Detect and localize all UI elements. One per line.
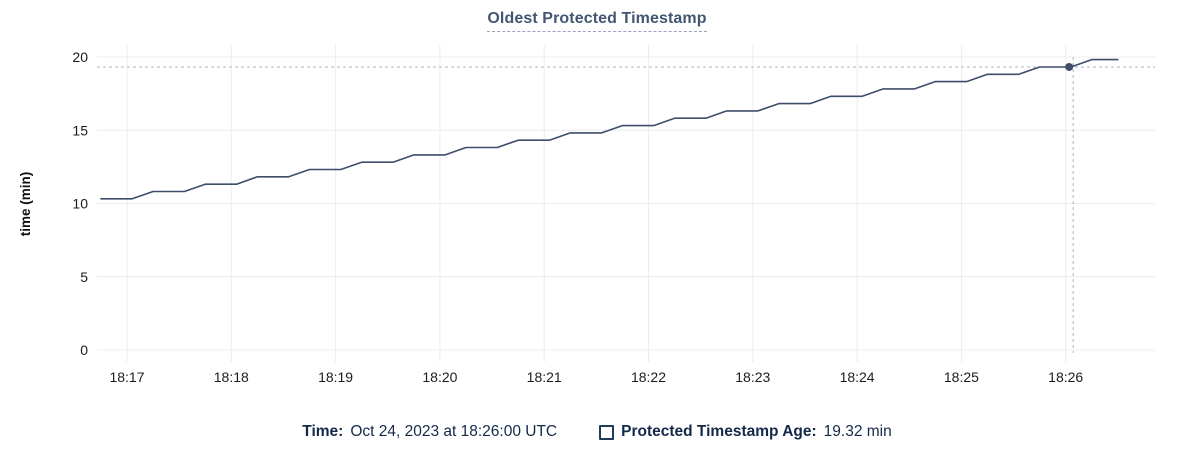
time-value: Oct 24, 2023 at 18:26:00 UTC <box>350 423 558 440</box>
y-tick-label: 0 <box>80 342 88 358</box>
age-series-line <box>100 58 1119 200</box>
chart-tooltip-footer: Time: Oct 24, 2023 at 18:26:00 UTC Protec… <box>0 420 1194 444</box>
chart-canvas[interactable]: 18:17 18:18 18:19 18:20 18:21 18:22 18:23 18:24… <box>0 0 1194 410</box>
series-value: 19.32 min <box>823 423 892 440</box>
x-tick-label: 18:22 <box>631 369 666 385</box>
chart-title-row: Oldest Protected Timestamp <box>0 10 1194 32</box>
y-tick-label: 10 <box>72 196 88 212</box>
x-tick-label: 18:21 <box>527 369 562 385</box>
x-tick-label: 18:20 <box>422 369 457 385</box>
x-tick-label: 18:26 <box>1048 369 1083 385</box>
chart-title[interactable]: Oldest Protected Timestamp <box>487 10 707 32</box>
legend-item[interactable]: Protected Timestamp Age: 19.32 min <box>599 420 892 444</box>
time-label: Time: <box>302 423 344 440</box>
x-tick-label: 18:25 <box>944 369 979 385</box>
x-tick-label: 18:17 <box>109 369 144 385</box>
series-label: Protected Timestamp Age: <box>621 423 817 440</box>
x-tick-label: 18:19 <box>318 369 353 385</box>
crosshair-dot <box>1065 62 1074 71</box>
y-tick-label: 15 <box>72 122 88 138</box>
y-tick-label: 5 <box>80 269 88 285</box>
y-axis-title: time (min) <box>18 172 33 237</box>
x-tick-label: 18:24 <box>840 369 875 385</box>
y-tick-label: 20 <box>72 49 88 65</box>
x-tick-label: 18:23 <box>735 369 770 385</box>
legend-checkbox[interactable] <box>599 424 615 440</box>
x-tick-label: 18:18 <box>214 369 249 385</box>
